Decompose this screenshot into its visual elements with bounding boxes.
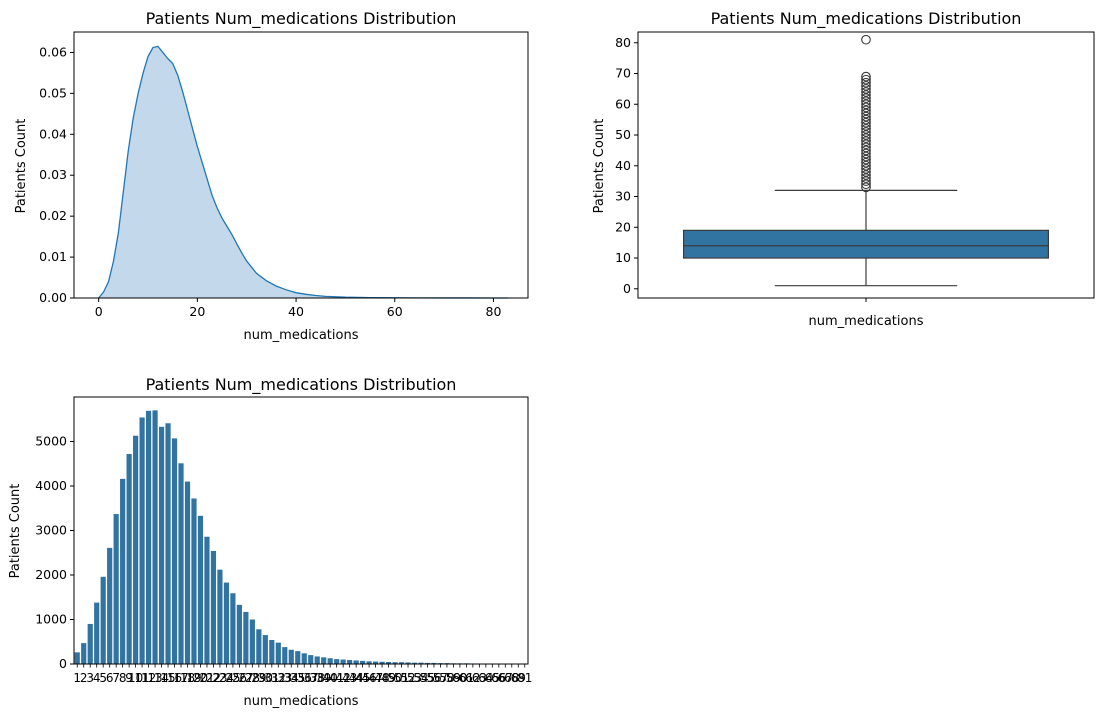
bar [302,653,307,664]
kde-xtick-label: 0 [95,304,103,319]
bar [133,436,138,664]
bar [127,454,132,664]
kde-panel: Patients Num_medications Distribution nu… [14,9,528,343]
bar [146,411,151,664]
bar-plot-area: 1234567891011121314151617181920212223242… [35,410,532,685]
bar [165,423,170,664]
bar [321,657,326,664]
kde-xtick-label: 40 [288,304,304,319]
bar [204,537,209,664]
kde-ytick-label: 0.02 [39,208,67,223]
bar [152,410,157,664]
bar [101,577,106,664]
bar [159,427,164,664]
box-ytick-label: 20 [615,219,631,234]
bar [211,551,216,664]
bar [256,629,261,664]
bar [140,417,145,664]
bar [308,655,313,664]
kde-ylabel: Patients Count [14,119,29,214]
bar [198,516,203,664]
box-ytick-label: 80 [615,35,631,50]
bar [250,620,255,665]
box-outlier [862,35,871,44]
box-ytick-label: 30 [615,189,631,204]
bar-ytick-label: 4000 [35,478,67,493]
bar-title: Patients Num_medications Distribution [146,375,457,395]
kde-ytick-label: 0.03 [39,167,67,182]
bar [185,482,190,664]
kde-ytick-label: 0.06 [39,44,67,59]
kde-xlabel: num_medications [244,328,359,343]
bar [88,624,93,664]
bar [315,656,320,664]
bar [347,660,352,664]
bar [94,603,99,664]
box-ytick-label: 0 [623,281,631,296]
boxplot-ylabel: Patients Count [592,119,607,214]
box-ytick-label: 10 [615,250,631,265]
bar [107,548,112,664]
kde-ytick-label: 0.05 [39,85,67,100]
kde-ytick-label: 0.01 [39,249,67,264]
kde-ytick-label: 0.00 [39,290,67,305]
box-ytick-label: 40 [615,158,631,173]
kde-ytick-label: 0.04 [39,126,67,141]
bar-ytick-label: 2000 [35,567,67,582]
bar-xlabel: num_medications [244,694,359,709]
kde-plot-area: 0 20 40 60 80 0.00 0.01 0.02 0.03 0.04 0.05 0.06 [39,44,508,319]
kde-fill [99,46,509,298]
bar [191,498,196,664]
kde-title: Patients Num_medications Distribution [146,9,457,29]
bar [289,650,294,664]
boxplot-plot-area: 0 10 20 30 40 50 60 70 80 [615,35,1048,302]
bar [243,612,248,664]
bar [354,660,359,664]
bar [334,659,339,664]
bar [276,643,281,664]
bar [237,605,242,664]
bar-ylabel: Patients Count [8,484,23,579]
bar [341,660,346,664]
bar [295,651,300,664]
box-iqr [684,230,1049,258]
bar-ytick-label: 1000 [35,612,67,627]
bar-panel: Patients Num_medications Distribution nu… [8,375,532,709]
boxplot-title: Patients Num_medications Distribution [711,9,1022,29]
box-ytick-label: 60 [615,96,631,111]
bar-ytick-label: 3000 [35,523,67,538]
bar [269,640,274,664]
boxplot-panel: Patients Num_medications Distribution nu… [592,9,1094,329]
bar [81,643,86,664]
bar [178,463,183,664]
bar [114,514,119,664]
bar-ytick-label: 0 [59,656,67,671]
bar [282,647,287,664]
bar [120,479,125,664]
bar [263,635,268,664]
kde-xtick-label: 20 [189,304,205,319]
bar [217,570,222,664]
bar [224,583,229,664]
bar [172,438,177,664]
boxplot-xlabel: num_medications [809,314,924,329]
box-ytick-label: 50 [615,127,631,142]
bar-xtick-label: 81 [517,671,532,685]
bar [230,593,235,664]
box-ytick-label: 70 [615,66,631,81]
bar [328,658,333,664]
kde-xtick-label: 80 [486,304,502,319]
bar [75,652,80,664]
bar-ytick-label: 5000 [35,434,67,449]
kde-xtick-label: 60 [387,304,403,319]
